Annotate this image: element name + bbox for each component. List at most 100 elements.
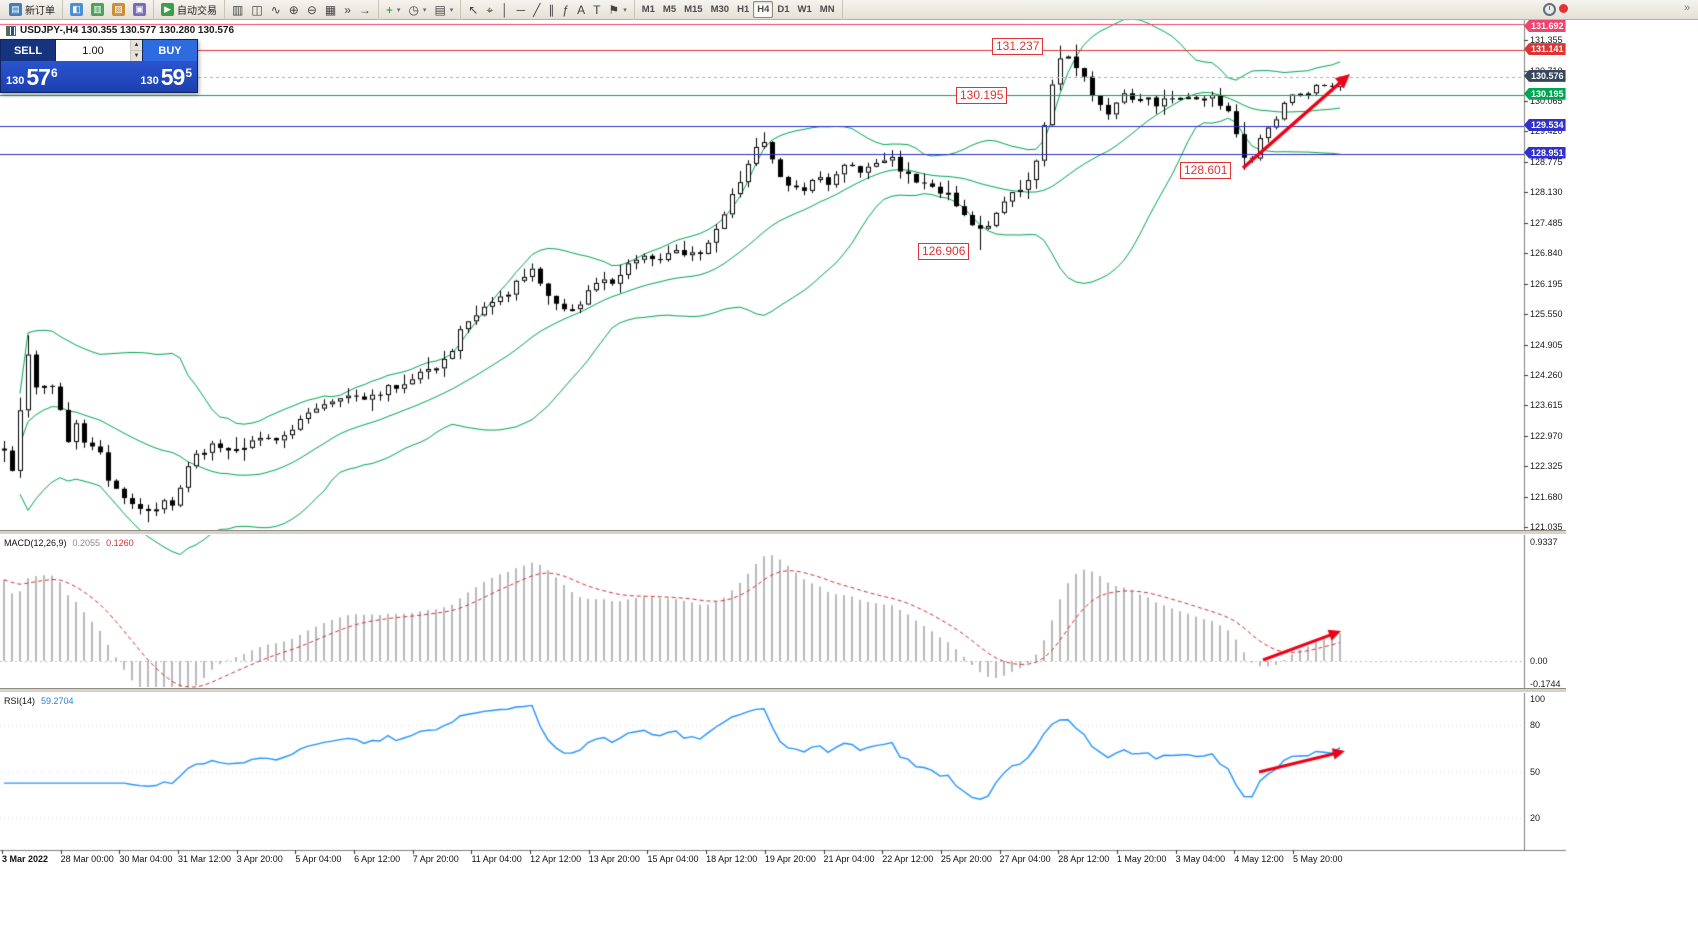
toolbar-group-panels: ◧ ▥ ▨ ▣ xyxy=(63,0,154,20)
horizontal-line-button[interactable]: ─ xyxy=(513,1,530,18)
chevron-down-icon: ▾ xyxy=(623,6,627,14)
notification-badge xyxy=(1559,4,1568,13)
timeframe-m15-button[interactable]: M15 xyxy=(680,1,706,18)
cursor-button[interactable]: ↖ xyxy=(464,1,482,18)
new-order-label: 新订单 xyxy=(25,6,55,17)
market-watch-icon: ◧ xyxy=(70,3,83,16)
timeframe-mn-button[interactable]: MN xyxy=(816,1,839,18)
rsi-value: 59.2704 xyxy=(41,696,74,706)
timeframe-m5-button[interactable]: M5 xyxy=(659,1,680,18)
fibonacci-retracement-button[interactable]: ƒ xyxy=(558,1,573,18)
text-button[interactable]: A xyxy=(573,1,589,18)
timeframe-m30-button[interactable]: M30 xyxy=(707,1,733,18)
ask-price-big: 59 xyxy=(160,64,186,90)
bid-price-prefix: 130 xyxy=(6,75,25,87)
periods-button[interactable]: ◷ ▾ xyxy=(404,1,430,18)
timeframe-h4-button[interactable]: H4 xyxy=(753,1,774,18)
trendline-button[interactable]: ╱ xyxy=(529,1,544,18)
time-axis-label: 15 Apr 04:00 xyxy=(647,854,699,864)
price-annotation[interactable]: 130.195 xyxy=(956,87,1008,104)
volume-up-icon[interactable]: ▲ xyxy=(131,40,142,51)
price-axis-label: 126.195 xyxy=(1530,278,1563,289)
sell-button[interactable]: SELL xyxy=(1,40,55,61)
indicators-button[interactable]: + ▾ xyxy=(382,1,405,18)
time-axis-label: 7 Apr 20:00 xyxy=(412,854,459,864)
timeframe-h4-label: H4 xyxy=(757,4,770,15)
price-axis-label: 128.130 xyxy=(1530,187,1563,198)
line-chart-button[interactable]: ∿ xyxy=(267,1,285,18)
ask-price: 130 59 5 xyxy=(140,66,192,92)
zoom-out-button[interactable]: ⊖ xyxy=(303,1,321,18)
price-annotation[interactable]: 126.906 xyxy=(918,243,970,260)
time-axis-label: 5 Apr 04:00 xyxy=(295,854,342,864)
zoom-in-button[interactable]: ⊕ xyxy=(285,1,303,18)
volume-down-icon[interactable]: ▼ xyxy=(131,51,142,61)
auto-scroll-button[interactable]: » xyxy=(340,1,355,18)
panel-splitter-rsi[interactable] xyxy=(0,688,1566,693)
timeframe-w1-label: W1 xyxy=(797,4,812,15)
timeframe-mn-label: MN xyxy=(819,4,835,15)
navigator-icon: ▨ xyxy=(112,3,125,16)
panel-splitter-macd[interactable] xyxy=(0,530,1566,535)
data-window-button[interactable]: ▥ xyxy=(87,1,108,18)
timeframe-w1-button[interactable]: W1 xyxy=(794,1,816,18)
auto-trading-button[interactable]: ▶ 自动交易 xyxy=(157,1,221,18)
time-axis-label: 5 May 20:00 xyxy=(1292,854,1343,864)
vertical-line-button[interactable]: │ xyxy=(497,1,513,18)
auto-scroll-icon: » xyxy=(344,2,351,17)
price-annotation[interactable]: 128.601 xyxy=(1180,162,1232,179)
timeframe-d1-label: D1 xyxy=(777,4,790,15)
price-tag: 131.141 xyxy=(1524,43,1566,56)
equidistant-channel-button[interactable]: ∥ xyxy=(544,1,558,18)
time-axis-label: 19 Apr 20:00 xyxy=(764,854,816,864)
volume-input[interactable]: 1.00 xyxy=(82,44,104,57)
price-axis-label: 126.840 xyxy=(1530,248,1563,259)
price-tag: 129.534 xyxy=(1524,119,1566,131)
crosshair-button[interactable]: ⌖ xyxy=(482,1,497,18)
terminal-button[interactable]: ▣ xyxy=(129,1,150,18)
chart-icon xyxy=(6,25,16,36)
price-tag: 131.692 xyxy=(1524,20,1566,32)
vertical-line-icon: │ xyxy=(501,2,509,17)
price-tag: 128.951 xyxy=(1524,146,1566,159)
rsi-name: RSI(14) xyxy=(4,696,36,706)
timeframe-d1-button[interactable]: D1 xyxy=(773,1,793,18)
timeframe-m1-button[interactable]: M1 xyxy=(638,1,659,18)
volume-spinner: ▲ ▼ xyxy=(130,40,142,61)
macd-value-main: 0.2055 xyxy=(72,538,101,548)
tile-windows-button[interactable]: ▦ xyxy=(321,1,340,18)
trendline-icon: ╱ xyxy=(533,2,541,17)
new-order-button[interactable]: ▤ 新订单 xyxy=(5,1,59,18)
price-axis[interactable]: 131.355130.710130.065129.420128.775128.1… xyxy=(1524,0,1698,868)
time-axis[interactable]: 3 Mar 2022 28 Mar 00:00 30 Mar 04:00 31 Mar… xyxy=(0,850,1566,868)
time-axis-label: 28 Apr 12:00 xyxy=(1058,854,1110,864)
price-axis-label: 124.905 xyxy=(1530,339,1563,350)
macd-axis-label: -0.1744 xyxy=(1530,678,1561,689)
bars-chart-button[interactable]: ▥ xyxy=(228,1,247,18)
candlestick-chart-button[interactable]: ◫ xyxy=(247,1,266,18)
navigator-button[interactable]: ▨ xyxy=(108,1,129,18)
toolbar-group-insert: + ▾ ◷ ▾ ▤ ▾ xyxy=(379,0,462,20)
time-axis-label: 1 May 20:00 xyxy=(1116,854,1167,864)
time-axis-label: 18 Apr 12:00 xyxy=(706,854,758,864)
new-order-icon: ▤ xyxy=(9,3,22,16)
chevron-down-icon: ▾ xyxy=(422,6,427,14)
chart-shift-icon: → xyxy=(358,2,371,17)
price-tag: 130.195 xyxy=(1524,87,1566,100)
timeframe-h1-button[interactable]: H1 xyxy=(733,1,753,18)
clock-icon[interactable] xyxy=(1543,3,1556,16)
templates-button[interactable]: ▤ ▾ xyxy=(430,1,457,18)
chart-shift-button[interactable]: → xyxy=(355,1,375,18)
buy-button[interactable]: BUY xyxy=(143,40,197,61)
text-label-button[interactable]: T xyxy=(589,1,604,18)
chevron-down-icon: ▾ xyxy=(449,6,454,14)
fibonacci-retracement-icon: ƒ xyxy=(562,2,570,17)
arrows-button[interactable]: ⚑ ▾ xyxy=(604,1,630,18)
price-axis-label: 123.615 xyxy=(1530,400,1563,411)
price-annotation[interactable]: 131.237 xyxy=(992,38,1044,55)
market-watch-button[interactable]: ◧ xyxy=(66,1,87,18)
time-axis-label: 30 Mar 04:00 xyxy=(119,854,173,864)
line-chart-icon: ∿ xyxy=(270,2,281,17)
toolbar-overflow-chevron[interactable]: » xyxy=(1684,2,1691,14)
